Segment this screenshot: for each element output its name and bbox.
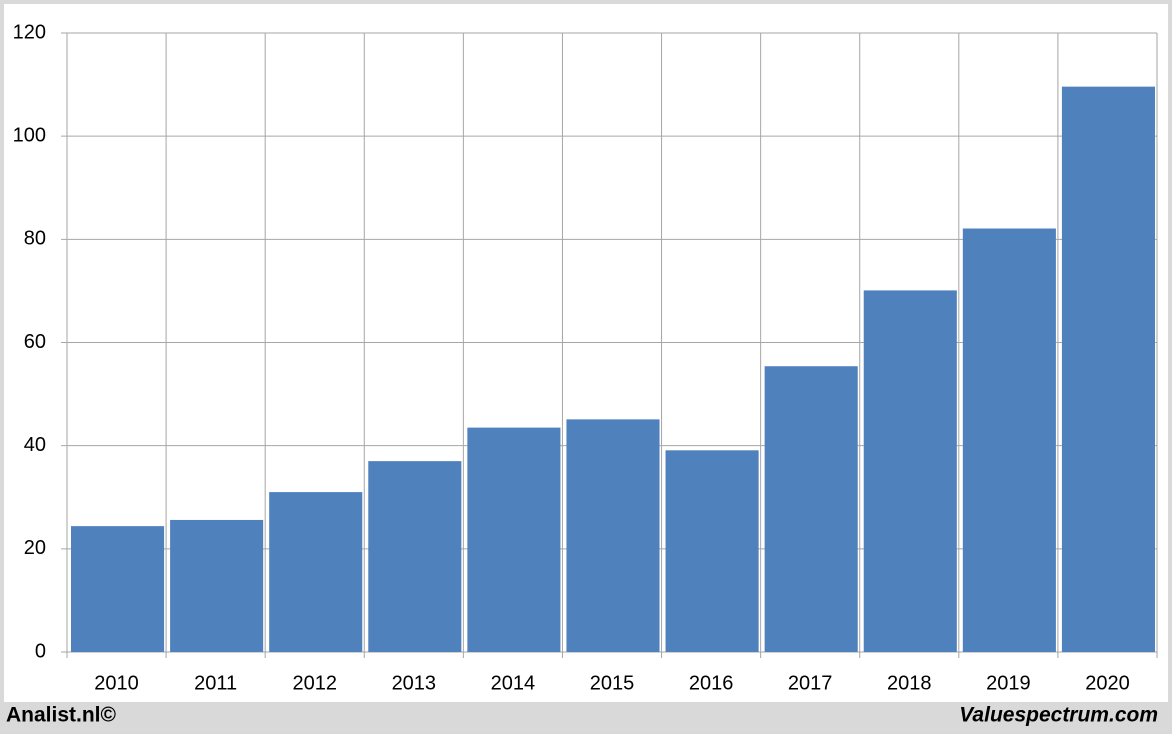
- bar: [368, 461, 462, 652]
- bar: [665, 450, 759, 652]
- x-tick-label: 2011: [194, 672, 237, 694]
- bar: [269, 492, 363, 652]
- x-tick-label: 2016: [689, 672, 734, 694]
- x-tick-label: 2012: [292, 672, 337, 694]
- bar: [863, 290, 957, 652]
- bar: [71, 526, 165, 652]
- y-tick-label: 100: [13, 124, 46, 146]
- bar: [962, 228, 1056, 652]
- bar: [467, 427, 561, 652]
- y-tick-label: 40: [24, 434, 46, 456]
- y-tick-label: 60: [24, 331, 46, 353]
- footer-right: Valuespectrum.com: [959, 704, 1158, 727]
- x-tick-label: 2019: [986, 672, 1031, 694]
- bar: [1061, 86, 1155, 652]
- footer-left: Analist.nl©: [6, 704, 117, 727]
- x-tick-label: 2010: [94, 672, 139, 694]
- y-tick-label: 0: [35, 640, 46, 662]
- y-tick-label: 20: [24, 537, 46, 559]
- y-tick-label: 80: [24, 228, 46, 250]
- bar: [170, 519, 264, 652]
- x-tick-label: 2013: [392, 672, 437, 694]
- x-tick-label: 2017: [788, 672, 833, 694]
- y-tick-label: 120: [13, 21, 46, 43]
- bar: [566, 419, 660, 652]
- x-tick-label: 2014: [491, 672, 536, 694]
- x-tick-label: 2018: [887, 672, 932, 694]
- bar: [764, 366, 858, 652]
- x-tick-label: 2015: [590, 672, 635, 694]
- x-tick-label: 2020: [1085, 672, 1130, 694]
